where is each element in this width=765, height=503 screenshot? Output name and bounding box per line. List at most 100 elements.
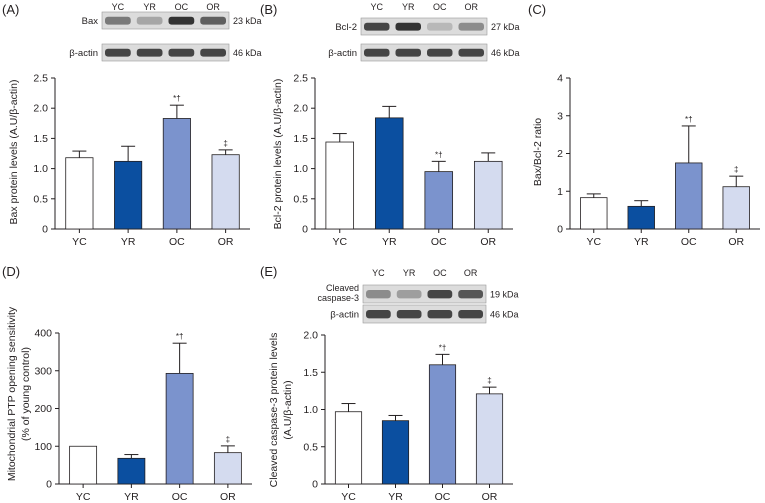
blot-band-a-1-or (200, 48, 226, 57)
y-tick-label-c: 2 (557, 148, 563, 160)
bar-b-or (473, 160, 503, 230)
blot-strip-a-0 (101, 11, 230, 30)
blot-protein-label-b-0: Bcl-2 (335, 22, 357, 33)
blot-band-b-1-yr (395, 48, 421, 57)
x-tick-label-c-or: OR (728, 236, 744, 248)
blot-kda-label-b-1: 46 kDa (491, 48, 520, 58)
bar-d-or (213, 452, 242, 485)
blot-lane-label-a-or: OR (206, 2, 220, 12)
panel-letter-a: (A) (2, 2, 19, 17)
blot-lane-label-b-or: OR (465, 2, 479, 12)
y-tick-label-c: 0 (557, 224, 563, 236)
bar-e-or (475, 393, 504, 485)
x-tick-label-a-yr: YR (121, 236, 136, 248)
y-axis-title-d-line2: (% of young control) (20, 347, 32, 441)
blot-band-e-0-or (458, 290, 483, 299)
significance-mark-b-oc: *† (435, 150, 443, 159)
blot-lane-label-a-oc: OC (175, 2, 189, 12)
significance-mark-e-or: ‡ (487, 376, 491, 385)
y-axis-title-c: Bax/Bcl-2 ratio (532, 118, 544, 186)
x-tick-label-c-oc: OC (681, 236, 697, 248)
y-tick-label-d: 400 (34, 328, 52, 340)
y-tick-label-a: 2.0 (33, 103, 48, 115)
blot-lane-label-b-oc: OC (433, 2, 447, 12)
panel-letter-d: (D) (2, 264, 20, 279)
blot-lane-label-b-yc: YC (370, 2, 383, 12)
blot-band-b-0-yc (364, 22, 390, 31)
y-tick-label-b: 0 (302, 224, 308, 236)
bar-a-yc (65, 157, 94, 230)
blot-lane-label-b-yr: YR (402, 2, 415, 12)
x-tick-label-d-or: OR (220, 491, 236, 503)
bar-d-yc (69, 445, 98, 485)
y-tick-label-d: 200 (34, 403, 52, 415)
blot-band-a-1-oc (168, 48, 195, 57)
bar-c-yc (580, 197, 608, 230)
y-tick-label-a: 0.5 (33, 193, 48, 205)
blot-band-a-0-or (200, 16, 226, 25)
y-tick-label-a: 2.5 (33, 73, 48, 85)
x-tick-label-d-yr: YR (124, 491, 139, 503)
blot-strip-b-0 (360, 17, 488, 36)
blot-band-e-0-yr (396, 290, 422, 299)
x-tick-label-a-oc: OC (169, 236, 185, 248)
x-tick-label-d-oc: OC (172, 491, 188, 503)
blot-kda-label-e-1: 46 kDa (490, 310, 519, 320)
blot-lane-label-e-yc: YC (372, 268, 385, 278)
y-tick-label-c: 1 (557, 186, 563, 198)
blot-band-b-1-oc (427, 48, 453, 57)
bar-c-oc (675, 162, 703, 230)
bar-b-yr (374, 117, 404, 230)
blot-band-e-1-yc (366, 310, 391, 319)
y-tick-label-e: 1.0 (303, 404, 318, 416)
y-tick-label-a: 0 (42, 224, 48, 236)
x-tick-label-b-or: OR (480, 236, 496, 248)
y-axis-title-e-line2: (A.U/β-actin) (282, 380, 294, 439)
bar-b-yc (325, 141, 355, 230)
y-tick-label-e: 0.5 (303, 441, 318, 453)
blot-kda-label-b-0: 27 kDa (491, 22, 520, 32)
y-axis-title-b: Bcl-2 protein levels (A.U/β-actin) (272, 79, 284, 230)
blot-strip-e-0 (362, 284, 487, 304)
blot-lane-label-a-yc: YC (112, 2, 125, 12)
x-tick-label-e-yr: YR (388, 491, 403, 503)
y-tick-label-b: 2.0 (293, 103, 308, 115)
x-tick-label-e-or: OR (482, 491, 498, 503)
bar-e-oc (428, 364, 457, 485)
blot-band-a-1-yr (136, 48, 163, 57)
blot-band-a-0-yc (105, 16, 131, 25)
blot-band-a-1-yc (105, 48, 131, 57)
y-tick-label-b: 2.5 (293, 73, 308, 85)
y-tick-label-e: 1.5 (303, 367, 318, 379)
blot-kda-label-a-0: 23 kDa (233, 16, 262, 26)
panel-letter-e: (E) (260, 264, 277, 279)
y-tick-label-b: 1.5 (293, 133, 308, 145)
blot-band-e-0-yc (366, 290, 391, 299)
y-tick-label-d: 300 (34, 365, 52, 377)
y-tick-label-b: 0.5 (293, 193, 308, 205)
bar-d-yr (117, 457, 146, 485)
blot-band-e-1-oc (427, 310, 453, 319)
y-tick-label-e: 0 (312, 479, 318, 491)
x-tick-label-b-yr: YR (382, 236, 397, 248)
blot-band-b-1-or (458, 48, 484, 57)
bar-b-oc (424, 171, 454, 230)
bar-e-yr (381, 420, 410, 485)
blot-band-e-0-oc (427, 290, 453, 299)
blot-band-a-0-yr (136, 16, 163, 25)
bar-d-oc (165, 372, 194, 485)
x-tick-label-c-yc: YC (586, 236, 601, 248)
y-axis-title-a: Bax protein levels (A.U/β-actin) (8, 80, 20, 225)
significance-mark-c-oc: *† (685, 115, 693, 124)
bar-e-yc (334, 411, 363, 485)
y-tick-label-d: 0 (46, 479, 52, 491)
panel-letter-c: (C) (528, 2, 546, 17)
significance-mark-a-or: ‡ (223, 139, 227, 148)
y-tick-label-c: 3 (557, 110, 563, 122)
x-tick-label-c-yr: YR (634, 236, 649, 248)
blot-kda-label-e-0: 19 kDa (490, 290, 519, 300)
blot-band-e-1-or (458, 310, 483, 319)
blot-lane-label-e-yr: YR (403, 268, 416, 278)
panel-letter-b: (B) (260, 2, 277, 17)
